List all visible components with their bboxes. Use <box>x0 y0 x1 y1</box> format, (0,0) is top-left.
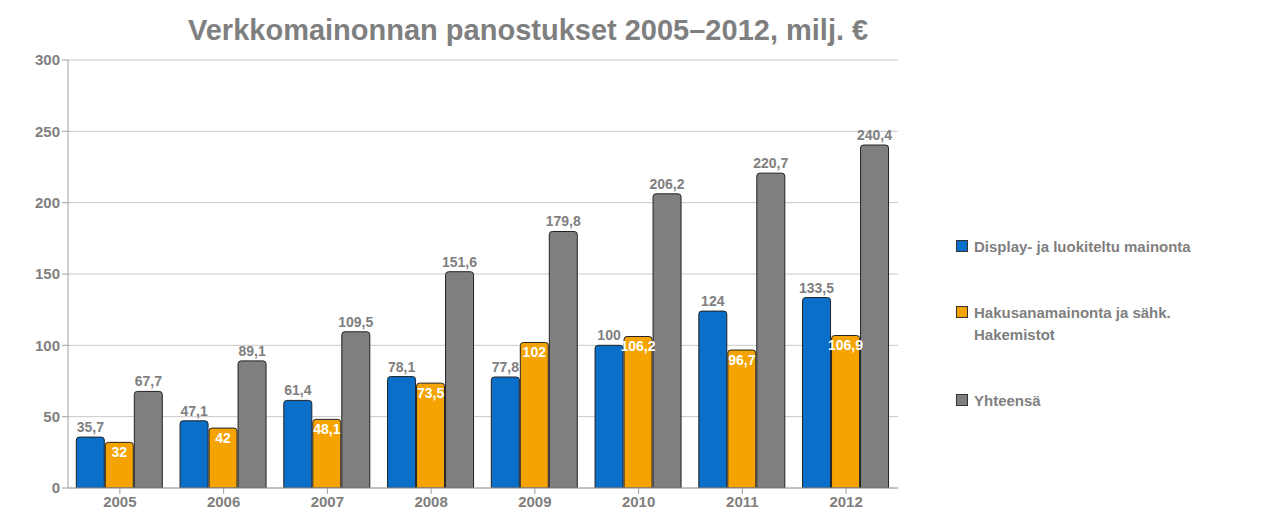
svg-text:32: 32 <box>112 444 128 460</box>
svg-text:250: 250 <box>35 123 60 140</box>
svg-text:35,7: 35,7 <box>77 419 104 435</box>
svg-text:89,1: 89,1 <box>238 343 265 359</box>
svg-text:78,1: 78,1 <box>388 359 415 375</box>
svg-text:67,7: 67,7 <box>135 373 162 389</box>
svg-text:206,2: 206,2 <box>650 176 685 192</box>
html-text:Verkkomainonnan panostukset 20: Verkkomainonnan panostukset 2005–2012, m… <box>188 14 869 46</box>
svg-text:133,5: 133,5 <box>799 280 834 296</box>
html-text:Display- ja luokiteltu mainont: Display- ja luokiteltu mainonta <box>974 238 1191 255</box>
svg-text:73,5: 73,5 <box>417 385 444 401</box>
svg-text:240,4: 240,4 <box>857 127 892 143</box>
svg-text:300: 300 <box>35 51 60 68</box>
svg-text:151,6: 151,6 <box>442 254 477 270</box>
svg-text:2005: 2005 <box>103 493 136 510</box>
svg-text:150: 150 <box>35 265 60 282</box>
svg-text:124: 124 <box>701 293 725 309</box>
svg-text:100: 100 <box>597 327 621 343</box>
svg-text:179,8: 179,8 <box>546 213 581 229</box>
svg-text:102: 102 <box>523 344 547 360</box>
svg-text:96,7: 96,7 <box>728 352 755 368</box>
svg-text:2012: 2012 <box>829 493 862 510</box>
svg-text:200: 200 <box>35 194 60 211</box>
svg-text:100: 100 <box>35 337 60 354</box>
svg-text:106,9: 106,9 <box>828 337 863 353</box>
svg-text:220,7: 220,7 <box>753 155 788 171</box>
svg-text:0: 0 <box>52 479 60 496</box>
svg-text:2011: 2011 <box>726 493 759 510</box>
svg-text:48,1: 48,1 <box>313 421 340 437</box>
html-text:Hakusanamainonta ja sähk. Hake: Hakusanamainonta ja sähk. Hakemistot <box>974 304 1171 343</box>
svg-text:2009: 2009 <box>518 493 551 510</box>
svg-text:47,1: 47,1 <box>180 403 207 419</box>
svg-text:2008: 2008 <box>414 493 447 510</box>
svg-text:61,4: 61,4 <box>284 382 311 398</box>
svg-text:106,2: 106,2 <box>621 338 656 354</box>
svg-text:109,5: 109,5 <box>338 314 373 330</box>
svg-text:2010: 2010 <box>622 493 655 510</box>
svg-text:2006: 2006 <box>207 493 240 510</box>
svg-text:42: 42 <box>215 430 231 446</box>
html-text:Yhteensä: Yhteensä <box>974 392 1041 409</box>
svg-text:2007: 2007 <box>311 493 344 510</box>
svg-text:77,8: 77,8 <box>492 359 519 375</box>
svg-text:50: 50 <box>43 408 60 425</box>
